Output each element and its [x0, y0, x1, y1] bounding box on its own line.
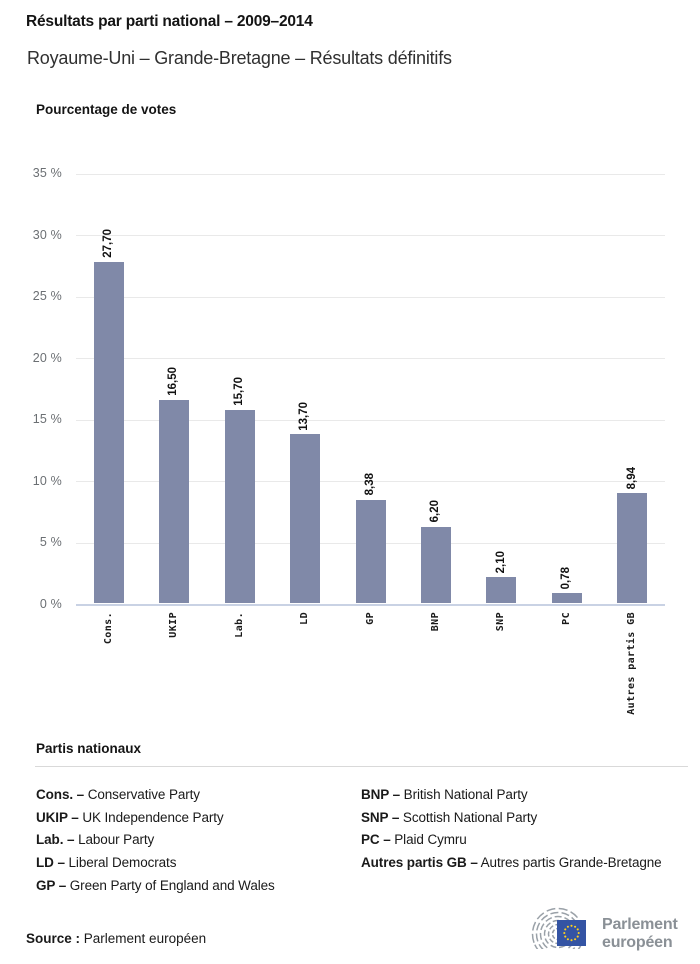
legend-item: PC – Plaid Cymru — [361, 829, 686, 852]
eu-stars-icon — [563, 924, 580, 942]
legend-heading: Partis nationaux — [36, 741, 142, 756]
x-tick-label: LD — [299, 612, 311, 625]
legend-column-left: Cons. – Conservative Party UKIP – UK Inde… — [36, 784, 351, 897]
legend-item: BNP – British National Party — [361, 784, 686, 807]
legend-item-abbr: PC – — [361, 832, 391, 848]
plot-area: 27,70 Cons. 16,50 UKIP 15,70 Lab. 13,70 LD 8,38 G… — [76, 173, 665, 715]
bar-value-label: 6,20 — [429, 500, 442, 523]
y-tick-label: 5 % — [39, 535, 62, 550]
page-title: Résultats par parti national – 2009–2014 — [26, 13, 313, 30]
legend-item: Lab. – Labour Party — [36, 829, 351, 852]
legend-item-abbr: Cons. – — [36, 787, 85, 802]
legend-item-abbr: SNP – — [361, 809, 400, 825]
eu-flag-icon — [557, 920, 586, 946]
legend-item-abbr: Autres partis GB – — [361, 855, 478, 871]
legend-item: Autres partis GB – Autres partis Grande-… — [361, 852, 686, 875]
legend-column-right: BNP – British National Party SNP – Scotti… — [361, 784, 686, 875]
legend-item-name: Conservative Party — [84, 787, 200, 802]
bar-lab — [224, 409, 255, 603]
european-parliament-logo: Parlement européen — [527, 902, 681, 954]
gridline — [76, 358, 665, 360]
y-axis-title: Pourcentage de votes — [36, 102, 177, 117]
y-tick-label: 15 % — [32, 412, 62, 427]
y-tick-label: 10 % — [32, 473, 62, 488]
legend-item-name: Plaid Cymru — [390, 832, 467, 848]
legend-item: SNP – Scottish National Party — [361, 807, 686, 830]
source-line: Source : Parlement européen — [26, 931, 206, 946]
legend-item: Cons. – Conservative Party — [36, 784, 351, 807]
legend-item-abbr: BNP – — [361, 787, 401, 802]
legend-item-name: Green Party of England and Wales — [66, 877, 275, 893]
legend-divider — [35, 766, 688, 767]
legend-item-name: British National Party — [400, 787, 528, 802]
legend-item-name: Liberal Democrats — [64, 855, 177, 871]
gridline — [76, 173, 665, 175]
bar-value-label: 2,10 — [494, 550, 507, 574]
legend-item-abbr: Lab. – — [36, 832, 75, 848]
page-subtitle: Royaume-Uni – Grande-Bretagne – Résultat… — [27, 48, 452, 68]
logo-text-line1: Parlement — [602, 916, 678, 933]
legend-item: LD – Liberal Democrats — [36, 852, 351, 875]
legend-item-abbr: UKIP – — [36, 809, 79, 825]
gridline — [76, 419, 665, 421]
x-tick-label: Autres partis GB — [626, 612, 638, 715]
x-tick-label: BNP — [429, 612, 441, 632]
bar-cons — [93, 261, 124, 603]
y-tick-label: 25 % — [32, 289, 62, 304]
gridline — [76, 296, 665, 298]
bar-bnp — [420, 526, 451, 603]
x-tick-label: UKIP — [168, 612, 180, 638]
y-axis-tick-labels: 35 % 30 % 25 % 20 % 15 % 10 % 5 % 0 % — [0, 166, 62, 611]
bar-ukip — [159, 399, 190, 603]
source-value: Parlement européen — [83, 931, 207, 946]
x-tick-label: Lab. — [233, 612, 245, 638]
bar-ld — [290, 434, 321, 603]
bar-value-label: 13,70 — [298, 401, 311, 431]
x-tick-label: SNP — [495, 612, 507, 632]
legend-item: UKIP – UK Independence Party — [36, 807, 351, 830]
gridline — [76, 235, 665, 237]
bar-snp — [486, 577, 517, 603]
legend-item-name: Scottish National Party — [399, 809, 538, 825]
x-tick-label: Cons. — [102, 612, 114, 645]
x-tick-label: PC — [560, 612, 572, 625]
y-tick-label: 35 % — [32, 166, 62, 180]
bar-value-label: 27,70 — [101, 229, 114, 258]
bar-value-label: 16,50 — [167, 367, 180, 396]
legend-item-name: UK Independence Party — [78, 809, 224, 825]
legend-item-name: Labour Party — [74, 832, 155, 848]
bar-pc — [551, 593, 582, 603]
x-axis-line — [76, 604, 665, 606]
bar-value-label: 8,38 — [363, 473, 376, 496]
bar-gp — [355, 499, 386, 603]
gridline — [76, 481, 665, 483]
logo-text-line2: européen — [602, 934, 672, 951]
bar-value-label: 0,78 — [560, 567, 572, 590]
ep-logo-graphic: Parlement européen — [531, 907, 679, 951]
y-tick-label: 20 % — [32, 350, 62, 365]
bar-value-label: 8,94 — [625, 466, 638, 489]
legend-item: GP – Green Party of England and Wales — [36, 875, 351, 898]
x-tick-label: GP — [364, 612, 376, 625]
bar-autres-partis-gb — [617, 492, 648, 603]
legend-item-abbr: GP – — [36, 877, 67, 893]
source-label: Source : — [26, 931, 81, 946]
legend-item-abbr: LD – — [36, 855, 65, 871]
bar-value-label: 15,70 — [232, 376, 245, 406]
legend-item-name: Autres partis Grande-Bretagne — [477, 855, 662, 871]
y-tick-label: 0 % — [39, 597, 62, 611]
y-tick-label: 30 % — [32, 227, 62, 242]
